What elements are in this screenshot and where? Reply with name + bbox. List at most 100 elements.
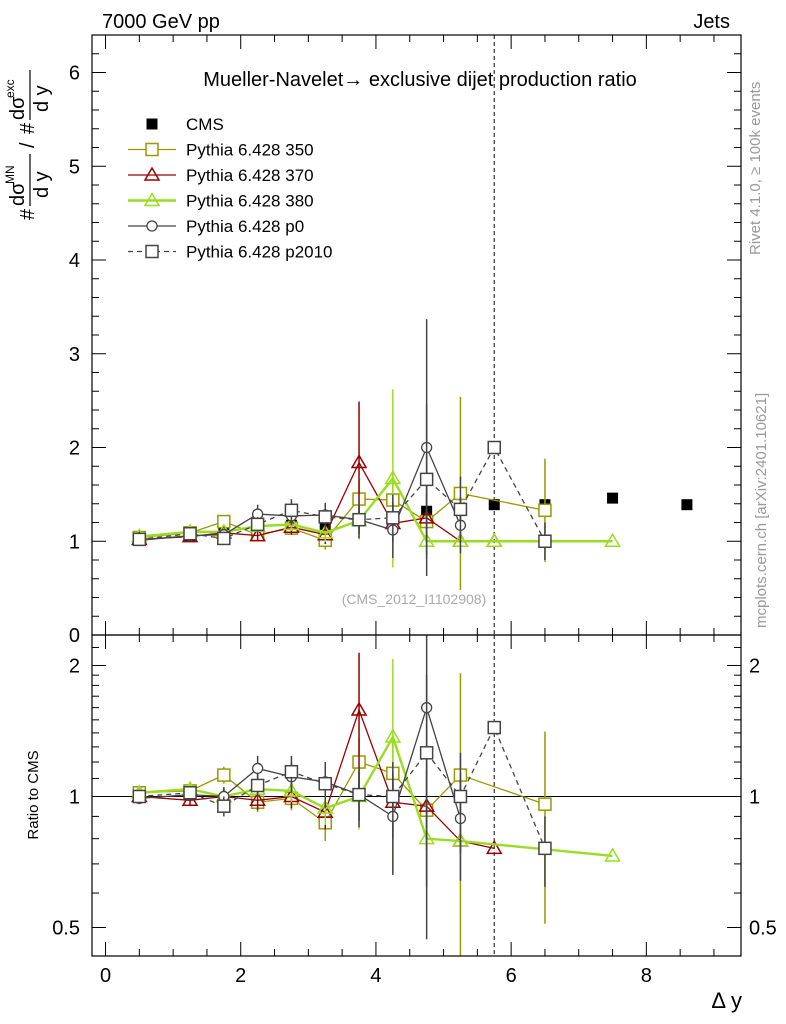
y-tick-label: 6 xyxy=(69,63,80,85)
upper-point-pythia-6-428-p2010 xyxy=(284,503,299,518)
ratio-tick-label-right: 2 xyxy=(749,655,760,677)
legend-marker-pythia-6-428-370 xyxy=(143,166,161,181)
ratio-point-pythia-6-428-p2010 xyxy=(250,778,265,793)
ratio-point-pythia-6-428-380 xyxy=(384,728,402,743)
upper-panel: 0 1 2 3 4 5 6 xyxy=(69,34,741,647)
x-axis-label: Δ y xyxy=(711,988,742,1013)
upper-point-cms xyxy=(607,492,619,504)
upper-point-pythia-6-428-380 xyxy=(604,532,621,547)
ylabel-dy-den-2: d y xyxy=(31,85,53,112)
ratio-point-pythia-6-428-p2010 xyxy=(419,746,434,760)
y-tick-label: 0 xyxy=(69,625,80,647)
upper-point-cms xyxy=(488,499,500,511)
ylabel-dsigma-num-1: dσ xyxy=(7,182,29,206)
y-tick-label: 1 xyxy=(69,531,80,553)
y-tick-label: 2 xyxy=(69,438,80,460)
ratio-point-pythia-6-428-p2010 xyxy=(453,789,468,804)
ratio-point-pythia-6-428-370 xyxy=(350,701,368,716)
upper-line-pythia-6-428-p2010 xyxy=(139,446,546,542)
y-tick-label: 3 xyxy=(69,344,80,366)
x-tick-label: 4 xyxy=(370,965,381,987)
legend-marker-pythia-6-428-p0 xyxy=(146,220,158,232)
upper-point-pythia-6-428-370 xyxy=(350,454,368,469)
upper-point-pythia-6-428-380 xyxy=(485,532,503,547)
ratio-tick-label-left: 1 xyxy=(69,786,80,808)
upper-point-pythia-6-428-p2010 xyxy=(217,531,231,546)
y-tick-label: 4 xyxy=(69,250,80,272)
ratio-point-pythia-6-428-p2010 xyxy=(318,776,332,791)
ratio-line-pythia-6-428-370 xyxy=(139,708,495,849)
analysis-watermark: (CMS_2012_I1102908) xyxy=(342,591,487,607)
ratio-tick-label-right: 0.5 xyxy=(749,917,777,939)
ratio-point-pythia-6-428-p2010 xyxy=(284,764,299,779)
ratio-point-pythia-6-428-370 xyxy=(249,791,266,807)
upper-point-pythia-6-428-380 xyxy=(316,524,334,539)
ratio-point-pythia-6-428-350 xyxy=(538,797,552,811)
legend-marker-pythia-6-428-p2010 xyxy=(145,244,159,259)
x-tick-label: 0 xyxy=(100,965,111,987)
legend-label-pythia-6-428-370: Pythia 6.428 370 xyxy=(186,166,314,185)
ratio-point-pythia-6-428-p0 xyxy=(251,762,264,775)
upper-point-pythia-6-428-350 xyxy=(217,514,231,529)
ylabel-mn-sup: MN xyxy=(3,165,17,184)
legend-marker-pythia-6-428-350 xyxy=(145,142,159,157)
ratio-tick-label-left: 0.5 xyxy=(52,917,80,939)
legend-label-pythia-6-428-p2010: Pythia 6.428 p2010 xyxy=(186,243,333,262)
legend-label-cms: CMS xyxy=(186,115,224,134)
ratio-point-pythia-6-428-380 xyxy=(604,847,621,862)
side-rivet: Rivet 4.1.0, ≥ 100k events xyxy=(747,82,764,255)
upper-point-pythia-6-428-350 xyxy=(538,503,552,518)
ylabel-exc-sup: exc xyxy=(3,79,17,98)
upper-point-pythia-6-428-p2010 xyxy=(419,472,434,487)
ylabel-slash: / xyxy=(17,142,39,148)
legend-marker-cms xyxy=(146,118,158,130)
upper-point-pythia-6-428-p2010 xyxy=(132,532,147,547)
side-mcplots: mcplots.cern.ch [arXiv:2401.10621] xyxy=(753,393,770,628)
ratio-point-pythia-6-428-350 xyxy=(217,768,231,782)
upper-line-pythia-6-428-p0 xyxy=(139,445,462,541)
ratio-point-pythia-6-428-380 xyxy=(283,782,300,797)
ratio-point-pythia-6-428-p2010 xyxy=(132,789,147,804)
x-tick-label: 6 xyxy=(506,965,517,987)
upper-point-pythia-6-428-p2010 xyxy=(352,512,366,527)
upper-point-pythia-6-428-380 xyxy=(283,515,300,531)
x-tick-label: 2 xyxy=(235,965,246,987)
upper-point-pythia-6-428-p2010 xyxy=(487,440,501,455)
upper-point-cms xyxy=(681,499,693,511)
ylabel-dy-den-1: d y xyxy=(31,171,53,198)
legend-marker-pythia-6-428-380 xyxy=(143,192,161,207)
ratio-panel: 0 2 4 6 8 0.5 0.5 1 1 2 2 xyxy=(52,635,777,987)
upper-point-pythia-6-428-p2010 xyxy=(250,517,265,532)
upper-point-pythia-6-428-p2010 xyxy=(386,511,400,525)
ratio-point-pythia-6-428-370 xyxy=(485,839,503,855)
ratio-point-pythia-6-428-p2010 xyxy=(352,787,366,802)
ratio-point-pythia-6-428-380 xyxy=(316,799,334,814)
ratio-point-pythia-6-428-p2010 xyxy=(386,789,400,804)
lower-frame xyxy=(91,634,742,957)
ratio-line-pythia-6-428-p0 xyxy=(139,705,462,819)
legend-label-pythia-6-428-380: Pythia 6.428 380 xyxy=(186,192,314,211)
upper-point-pythia-6-428-p2010 xyxy=(318,510,332,524)
upper-point-pythia-6-428-p2010 xyxy=(453,502,468,517)
upper-point-pythia-6-428-380 xyxy=(384,469,402,485)
legend: CMS Pythia 6.428 350 Pythia 6.428 370 Pythi… xyxy=(128,115,333,262)
chart-title: Mueller-Navelet→ exclusive dijet product… xyxy=(203,69,637,91)
upper-point-pythia-6-428-p2010 xyxy=(538,534,552,548)
lower-ylabel: Ratio to CMS xyxy=(25,750,42,839)
ylabel-dsigma-num-2: dσ xyxy=(7,96,29,120)
header-energy: 7000 GeV pp xyxy=(102,11,220,33)
ylabel-hash-2: # xyxy=(17,122,39,134)
y-tick-label: 5 xyxy=(69,156,80,178)
ratio-point-pythia-6-428-p2010 xyxy=(538,841,552,856)
x-tick-label: 8 xyxy=(641,965,652,987)
upper-point-pythia-6-428-370 xyxy=(249,527,266,542)
ratio-point-pythia-6-428-p2010 xyxy=(183,785,197,800)
ratio-tick-label-right: 1 xyxy=(749,786,760,808)
legend-label-pythia-6-428-p0: Pythia 6.428 p0 xyxy=(186,217,304,236)
ratio-point-pythia-6-428-p2010 xyxy=(217,799,231,813)
ratio-tick-label-left: 2 xyxy=(69,655,80,677)
upper-point-pythia-6-428-p2010 xyxy=(183,527,197,541)
legend-label-pythia-6-428-350: Pythia 6.428 350 xyxy=(186,141,314,160)
ylabel-hash-1: # xyxy=(17,208,39,220)
